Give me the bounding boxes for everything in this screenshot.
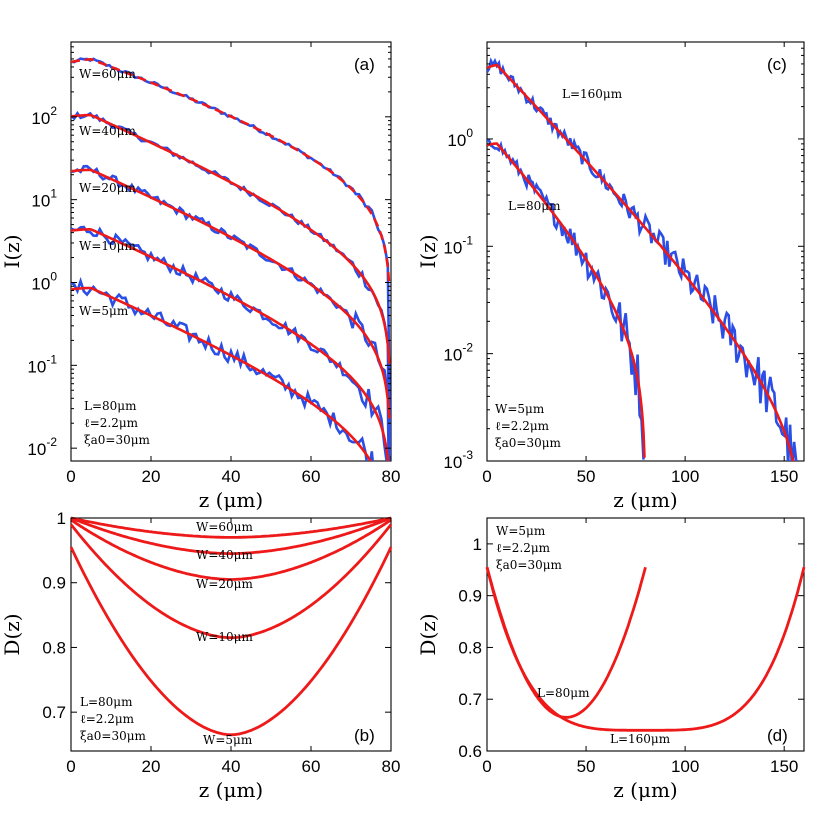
model-curve bbox=[71, 113, 391, 364]
y-tick-label: 0.9 bbox=[42, 574, 66, 593]
model-curve bbox=[487, 142, 646, 458]
panel-c-parameter-text: ξa0=30μm bbox=[495, 436, 562, 450]
panel-b-curves bbox=[69, 516, 393, 737]
y-tick-label: 101 bbox=[31, 187, 57, 211]
x-tick-label: 20 bbox=[142, 757, 161, 776]
model-curve bbox=[70, 518, 392, 581]
model-curve bbox=[70, 516, 392, 539]
y-tick-label: 100 bbox=[447, 126, 473, 150]
model-curve bbox=[69, 523, 393, 640]
model-curve bbox=[71, 228, 390, 461]
x-tick-label: 40 bbox=[222, 757, 241, 776]
model-curve bbox=[71, 57, 391, 287]
series-label: W=10μm bbox=[79, 239, 136, 253]
measured-curve bbox=[71, 276, 374, 461]
x-tick-label: 0 bbox=[66, 757, 75, 776]
panel-label: (b) bbox=[354, 726, 375, 745]
panel-b-parameter-text: ξa0=30μm bbox=[80, 729, 147, 743]
x-tick-label: 60 bbox=[302, 757, 321, 776]
panel-a-x-axis-label: z (μm) bbox=[199, 488, 263, 512]
series-label: W=40μm bbox=[196, 548, 253, 562]
x-tick-label: 80 bbox=[382, 757, 401, 776]
x-tick-label: 50 bbox=[577, 467, 596, 486]
panel-d-curves bbox=[485, 566, 806, 732]
panel-d-axes bbox=[486, 517, 805, 752]
y-tick-label: 0.7 bbox=[458, 690, 482, 709]
panel-b-parameter-text: L=80μm bbox=[80, 695, 133, 709]
panel-label: (a) bbox=[354, 55, 375, 74]
panel-d-parameter-text: ξa0=30μm bbox=[496, 558, 563, 572]
x-tick-label: 0 bbox=[66, 467, 75, 486]
panel-c-x-axis-label: z (μm) bbox=[613, 488, 677, 512]
y-tick-label: 0.6 bbox=[458, 742, 482, 761]
panel-b-y-axis-label: D(z) bbox=[0, 613, 24, 655]
x-tick-label: 150 bbox=[770, 757, 798, 776]
y-tick-label: 102 bbox=[31, 104, 57, 128]
model-curve bbox=[71, 168, 391, 419]
model-curve bbox=[485, 566, 806, 732]
panel-a-curves bbox=[71, 57, 391, 461]
x-tick-label: 20 bbox=[142, 467, 161, 486]
series-label: L=80μm bbox=[508, 199, 561, 213]
series-label: L=160μm bbox=[610, 732, 671, 746]
x-tick-label: 150 bbox=[770, 467, 798, 486]
series-label: W=60μm bbox=[196, 520, 253, 534]
panel-b-x-axis-label: z (μm) bbox=[199, 778, 263, 802]
panel-label: (d) bbox=[767, 726, 788, 745]
panel-d-y-axis-label: D(z) bbox=[416, 613, 440, 655]
panel-a-parameter-text: ξa0=30μm bbox=[84, 433, 151, 447]
series-label: W=10μm bbox=[196, 630, 253, 644]
panel-b-parameter-text: ℓ=2.2μm bbox=[80, 712, 135, 726]
x-tick-label: 0 bbox=[482, 467, 491, 486]
panel-d-frame bbox=[486, 517, 805, 752]
panel-a-parameter-text: L=80μm bbox=[84, 399, 137, 413]
panel-c-parameter-text: ℓ=2.2μm bbox=[495, 419, 550, 433]
series-label: W=5μm bbox=[79, 304, 129, 318]
y-tick-label: 10-1 bbox=[443, 233, 473, 257]
y-tick-label: 0.7 bbox=[42, 703, 66, 722]
model-curve bbox=[71, 286, 373, 461]
panel-d-ticks: 0 50 100 150 0.6 0.7 0.8 0.9 1 bbox=[458, 518, 804, 776]
y-tick-label: 0.8 bbox=[42, 638, 66, 657]
model-curve bbox=[70, 516, 392, 555]
x-tick-label: 60 bbox=[302, 467, 321, 486]
x-tick-label: 50 bbox=[577, 757, 596, 776]
series-label: W=40μm bbox=[79, 124, 136, 138]
y-tick-label: 1 bbox=[57, 509, 66, 528]
model-curve bbox=[487, 63, 795, 461]
y-tick-label: 1 bbox=[473, 535, 482, 554]
y-tick-label: 10-1 bbox=[27, 352, 57, 376]
y-tick-label: 0.8 bbox=[458, 638, 482, 657]
y-tick-label: 10-2 bbox=[443, 341, 473, 365]
series-label: L=80μm bbox=[537, 686, 590, 700]
y-tick-label: 100 bbox=[31, 269, 57, 293]
x-tick-label: 0 bbox=[482, 757, 491, 776]
panel-b-ticks: 0 20 40 60 80 0.7 0.8 0.9 1 bbox=[42, 509, 400, 776]
x-tick-label: 100 bbox=[671, 757, 699, 776]
y-tick-label: 10-2 bbox=[27, 435, 57, 459]
panel-a-parameter-text: ℓ=2.2μm bbox=[84, 416, 139, 430]
series-label: L=160μm bbox=[562, 87, 623, 101]
x-tick-label: 80 bbox=[382, 467, 401, 486]
panel-d-x-axis-label: z (μm) bbox=[613, 778, 677, 802]
series-label: W=5μm bbox=[203, 733, 253, 747]
panel-c-curves bbox=[487, 57, 798, 461]
model-curve bbox=[69, 546, 393, 737]
panel-d-parameter-text: ℓ=2.2μm bbox=[496, 541, 551, 555]
panel-c-y-axis-label: I(z) bbox=[416, 234, 440, 268]
series-label: W=20μm bbox=[196, 577, 253, 591]
series-label: W=20μm bbox=[79, 181, 136, 195]
x-tick-label: 40 bbox=[222, 467, 241, 486]
x-tick-label: 100 bbox=[671, 467, 699, 486]
panel-d-parameter-text: W=5μm bbox=[496, 524, 546, 538]
panel-c-parameter-text: W=5μm bbox=[495, 402, 545, 416]
y-tick-label: 0.9 bbox=[458, 587, 482, 606]
series-label: W=60μm bbox=[79, 67, 136, 81]
y-tick-label: 10-3 bbox=[443, 448, 473, 472]
panel-label: (c) bbox=[767, 55, 787, 74]
panel-a-y-axis-label: I(z) bbox=[0, 234, 24, 268]
